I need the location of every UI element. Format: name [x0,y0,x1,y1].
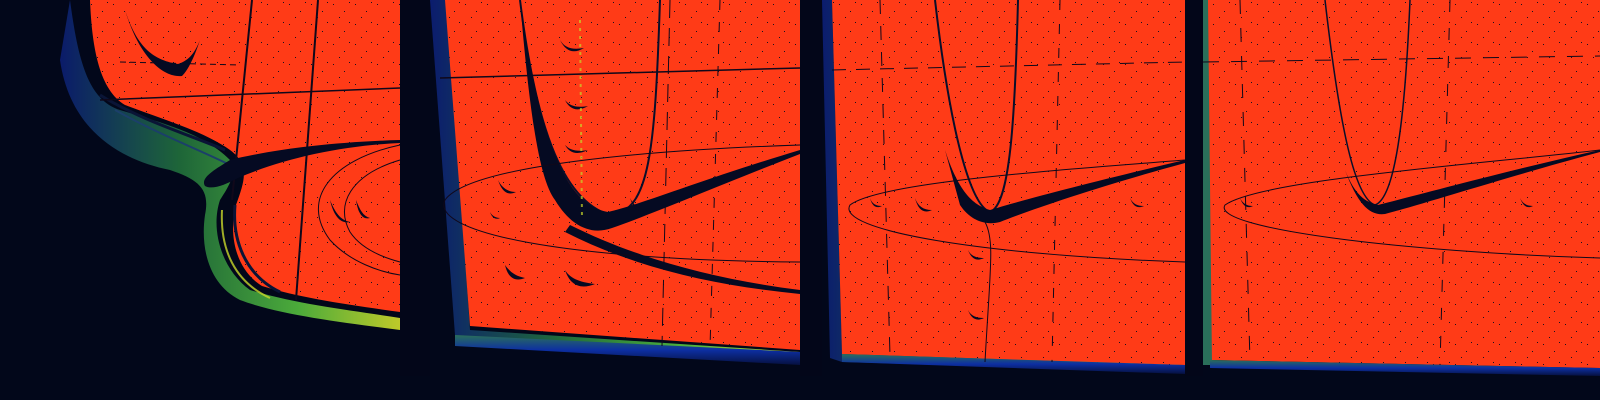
separator-3 [1185,0,1203,400]
panel-2 [430,0,801,365]
bottom-band [0,376,1600,400]
separator-2 [800,0,822,400]
separator-1 [400,0,430,400]
panel-3 [822,0,1186,374]
panel-1 [60,0,401,330]
panel-4 [1202,0,1600,376]
